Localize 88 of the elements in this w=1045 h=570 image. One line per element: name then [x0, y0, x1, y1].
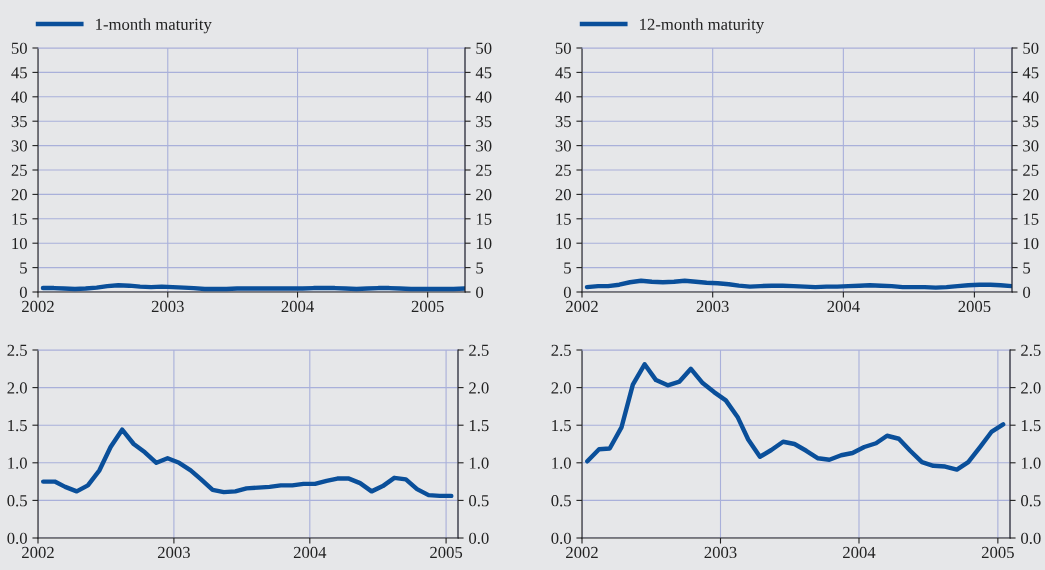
y-tick-label: 15	[556, 213, 571, 225]
y2-tick-label: 10	[1023, 237, 1039, 250]
y-tick-label: 0	[19, 286, 27, 298]
x-tick-label: 2003	[151, 300, 184, 313]
y2-tick-label: 5	[1023, 262, 1031, 274]
y-tick-label: 0	[563, 286, 571, 298]
y2-tick-label: 0	[1023, 286, 1031, 298]
y2-tick-label: 2.0	[469, 382, 489, 394]
y2-tick-label: 2.5	[1021, 344, 1041, 357]
y-tick-label: 10	[12, 237, 27, 250]
x-tick-label: 2002	[566, 300, 598, 313]
y-tick-label: 0.5	[551, 495, 571, 507]
y-tick-label: 1.0	[8, 457, 27, 469]
y2-tick-label: 25	[476, 164, 492, 176]
y-tick-label: 15	[12, 213, 27, 225]
y-tick-label: 35	[11, 115, 27, 128]
y2-tick-label: 50	[476, 42, 492, 54]
y2-tick-label: 1.5	[1021, 419, 1041, 432]
y2-tick-label: 0.5	[1021, 495, 1041, 507]
y2-tick-label: 5	[476, 262, 484, 274]
x-tick-label: 2004	[293, 546, 327, 559]
y-tick-label: 1.5	[552, 419, 571, 432]
y-tick-label: 20	[11, 189, 27, 201]
x-tick-label: 2002	[22, 300, 54, 313]
y2-tick-label: 50	[1023, 42, 1039, 54]
y-tick-label: 1.5	[8, 419, 27, 432]
x-tick-label: 2003	[157, 546, 190, 559]
x-tick-label: 2002	[566, 546, 598, 559]
x-tick-label: 2004	[827, 300, 860, 313]
y2-tick-label: 2.0	[1021, 382, 1041, 394]
y2-tick-label: 35	[1023, 115, 1039, 128]
y-tick-label: 1.0	[552, 457, 571, 469]
x-tick-label: 2002	[22, 546, 54, 559]
y-tick-label: 2.5	[7, 344, 27, 357]
y2-tick-label: 0	[476, 286, 484, 298]
y-tick-label: 0.5	[7, 495, 27, 507]
y2-tick-label: 30	[1023, 140, 1039, 152]
y2-tick-label: 10	[476, 237, 492, 250]
x-tick-label: 2004	[843, 546, 876, 559]
legend-label: 1-month maturity	[96, 18, 212, 34]
y-tick-label: 45	[555, 67, 571, 79]
y2-tick-label: 0.5	[469, 495, 489, 507]
y-tick-label: 10	[556, 237, 571, 250]
y-tick-label: 50	[555, 42, 571, 54]
y2-tick-label: 0.0	[1021, 532, 1041, 545]
x-tick-label: 2005	[981, 546, 1014, 559]
y2-tick-label: 45	[475, 67, 492, 79]
y2-tick-label: 20	[476, 189, 492, 201]
y-tick-label: 2.5	[551, 344, 571, 357]
y-tick-label: 2.0	[551, 382, 571, 394]
x-tick-label: 2005	[430, 546, 463, 559]
y2-tick-label: 45	[1022, 67, 1039, 79]
y-tick-label: 20	[555, 189, 571, 201]
y2-tick-label: 1.0	[469, 457, 489, 469]
y2-tick-label: 20	[1023, 189, 1039, 201]
x-tick-label: 2003	[704, 546, 737, 559]
y-tick-label: 25	[555, 164, 571, 176]
y-tick-label: 45	[11, 67, 27, 79]
y2-tick-label: 0.0	[469, 532, 489, 545]
legend-label: 12-month maturity	[640, 18, 765, 34]
y-tick-label: 40	[555, 91, 571, 103]
y2-tick-label: 1.0	[1021, 457, 1041, 469]
y-tick-label: 50	[11, 42, 27, 54]
y-tick-label: 0.0	[7, 532, 27, 545]
y-tick-label: 2.0	[7, 382, 27, 394]
x-tick-label: 2003	[696, 300, 729, 313]
y2-tick-label: 15	[1023, 213, 1039, 225]
y-tick-label: 5	[564, 262, 571, 274]
y2-tick-label: 40	[475, 91, 492, 103]
y2-tick-label: 25	[1023, 164, 1039, 176]
y2-tick-label: 30	[476, 140, 492, 152]
y-tick-label: 30	[11, 140, 27, 152]
x-tick-label: 2004	[281, 300, 314, 313]
y2-tick-label: 40	[1022, 91, 1039, 103]
y2-tick-label: 1.5	[469, 419, 489, 432]
y-tick-label: 35	[555, 115, 571, 128]
y-tick-label: 25	[11, 164, 27, 176]
x-tick-label: 2005	[411, 300, 444, 313]
x-tick-label: 2005	[958, 300, 991, 313]
y-tick-label: 5	[20, 262, 27, 274]
y2-tick-label: 35	[476, 115, 492, 128]
y-tick-label: 0.0	[551, 532, 571, 545]
y-tick-label: 40	[11, 91, 27, 103]
y2-tick-label: 2.5	[469, 344, 489, 357]
y2-tick-label: 15	[476, 213, 492, 225]
y-tick-label: 30	[555, 140, 571, 152]
line-series	[40, 427, 454, 499]
line-series	[585, 362, 1006, 472]
